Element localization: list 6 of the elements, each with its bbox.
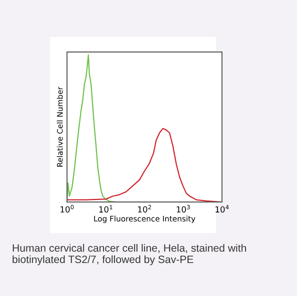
x-tick-label: 10$^{3}$ <box>176 204 190 213</box>
x-tick-label: 10$^{2}$ <box>138 204 151 213</box>
x-tick-label: 10$^{1}$ <box>99 205 112 213</box>
text: Human cervical cancer cell line, Hela, stained with biotinylated TS2/7, followed by Sav-PE <box>12 244 246 266</box>
x-tick-label: 10$^{0}$ <box>60 204 74 213</box>
x-tick-label: 10$^{4}$ <box>216 205 229 213</box>
